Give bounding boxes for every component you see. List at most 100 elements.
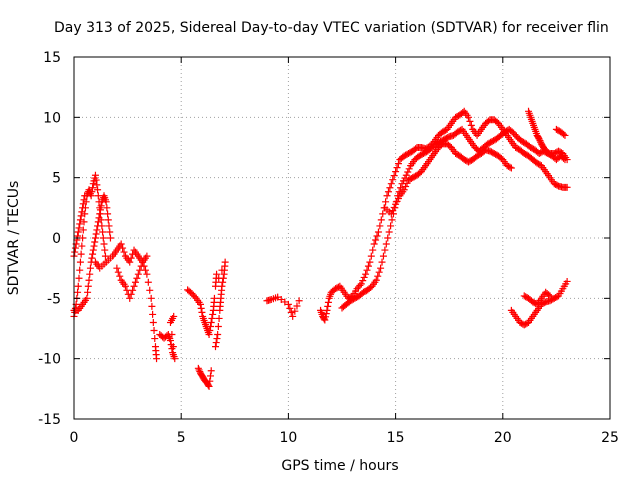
data-point: [76, 266, 84, 274]
data-point: [536, 137, 544, 145]
data-point: [212, 339, 220, 347]
data-point: [207, 367, 215, 375]
data-point: [120, 248, 128, 256]
data-point: [147, 294, 155, 302]
data-point: [78, 242, 86, 250]
data-point: [131, 278, 139, 286]
data-point: [99, 228, 107, 236]
data-point: [369, 246, 377, 254]
data-point: [291, 307, 299, 315]
data-point: [387, 210, 395, 218]
data-point: [195, 366, 203, 374]
data-point: [218, 282, 226, 290]
data-point: [377, 216, 385, 224]
data-point: [507, 164, 515, 172]
data-point: [382, 240, 390, 248]
data-point: [129, 286, 137, 294]
data-point: [389, 176, 397, 184]
data-point: [384, 188, 392, 196]
data-point: [102, 198, 110, 206]
data-point: [208, 314, 216, 322]
data-point: [86, 270, 94, 278]
data-point: [79, 204, 87, 212]
data-point: [93, 226, 101, 234]
data-point: [381, 246, 389, 254]
data-point: [366, 258, 374, 266]
data-point: [136, 266, 144, 274]
data-point: [214, 322, 222, 330]
data-point: [79, 226, 87, 234]
data-point: [75, 274, 83, 282]
axis-ticks: 0 5 10 15 20 25 -15 -10 -5 0 5 10 15: [38, 50, 619, 446]
data-point: [277, 296, 285, 304]
data-point: [359, 277, 367, 285]
y-axis-label: SDTVAR / TECUs: [6, 181, 22, 296]
data-point: [377, 264, 385, 272]
data-point: [78, 208, 86, 216]
data-point: [402, 183, 410, 191]
data-point: [403, 179, 411, 187]
data-point: [100, 240, 108, 248]
data-point: [389, 207, 397, 215]
data-point: [388, 216, 396, 224]
data-point: [74, 228, 82, 236]
data-point: [213, 335, 221, 343]
data-point: [126, 258, 134, 266]
data-point: [213, 270, 221, 278]
data-point: [379, 210, 387, 218]
data-point: [149, 310, 157, 318]
data-point: [137, 262, 145, 270]
data-point: [97, 202, 105, 210]
data-point: [535, 135, 543, 143]
data-point: [75, 224, 83, 232]
data-point: [367, 252, 375, 260]
y-tick-label: 10: [43, 110, 61, 126]
data-point: [94, 218, 102, 226]
data-point: [385, 228, 393, 236]
data-point: [143, 270, 151, 278]
data-point: [99, 234, 107, 242]
data-point: [150, 327, 158, 335]
series-arc-16: [507, 277, 571, 329]
data-point: [90, 242, 98, 250]
data-point: [106, 234, 114, 242]
data-point: [84, 282, 92, 290]
data-point: [169, 343, 177, 351]
series-arc-12: [338, 125, 569, 312]
data-point: [206, 377, 214, 385]
data-point: [149, 318, 157, 326]
data-point: [105, 222, 113, 230]
data-point: [375, 268, 383, 276]
data-point: [390, 172, 398, 180]
x-tick-label: 20: [494, 430, 512, 446]
data-point: [106, 228, 114, 236]
data-point: [144, 278, 152, 286]
data-point: [281, 298, 289, 306]
data-point: [133, 274, 141, 282]
data-point: [83, 294, 91, 302]
data-point: [80, 218, 88, 226]
data-point: [374, 228, 382, 236]
data-point: [76, 220, 84, 228]
data-point: [166, 337, 174, 345]
series-arc-15: [552, 125, 569, 139]
data-point: [194, 364, 202, 372]
data-point: [113, 264, 121, 272]
data-point: [378, 258, 386, 266]
data-point: [148, 302, 156, 310]
data-point: [93, 181, 101, 189]
data-point: [362, 270, 370, 278]
data-point: [92, 230, 100, 238]
data-point: [397, 184, 405, 192]
data-point: [104, 216, 112, 224]
data-point: [393, 164, 401, 172]
data-point: [91, 171, 99, 179]
data-point: [153, 355, 161, 363]
data-point: [71, 248, 79, 256]
data-point: [71, 244, 79, 252]
series-arc-14: [525, 107, 571, 164]
data-point: [221, 258, 229, 266]
data-point: [373, 232, 381, 240]
data-point: [376, 222, 384, 230]
data-point: [387, 222, 395, 230]
